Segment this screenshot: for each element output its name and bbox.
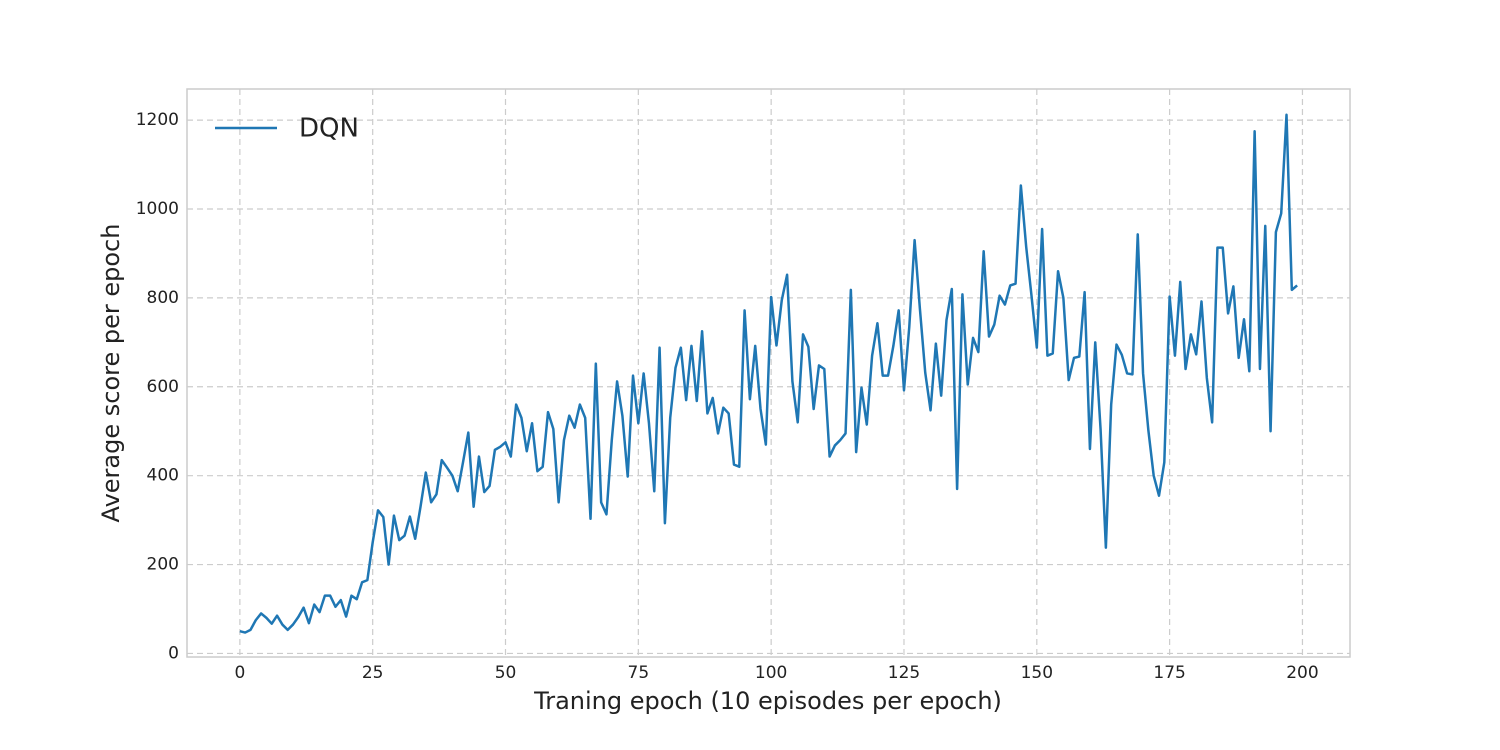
x-tick-label: 25 (362, 663, 384, 683)
y-tick-label: 1200 (136, 110, 179, 130)
data-line (239, 113, 1298, 634)
x-tick-label: 200 (1286, 663, 1318, 683)
y-axis-label: Average score per epoch (97, 224, 125, 523)
y-tick-label: 800 (147, 288, 179, 308)
x-tick-label: 50 (495, 663, 517, 683)
y-tick-label: 200 (147, 555, 179, 575)
x-tick-label: 75 (628, 663, 650, 683)
x-axis-label: Traning epoch (10 episodes per epoch) (533, 687, 1002, 715)
x-tick-label: 150 (1021, 663, 1053, 683)
x-tick-label: 175 (1153, 663, 1185, 683)
y-tick-label: 0 (168, 643, 179, 663)
x-tick-label: 125 (888, 663, 920, 683)
lines (239, 113, 1298, 634)
plot-frame (186, 88, 1351, 658)
x-tick-label: 100 (755, 663, 787, 683)
y-tick-label: 400 (147, 466, 179, 486)
legend-label: DQN (299, 114, 359, 144)
y-tick-label: 1000 (136, 199, 179, 219)
x-tick-label: 0 (234, 663, 245, 683)
y-tick-label: 600 (147, 377, 179, 397)
